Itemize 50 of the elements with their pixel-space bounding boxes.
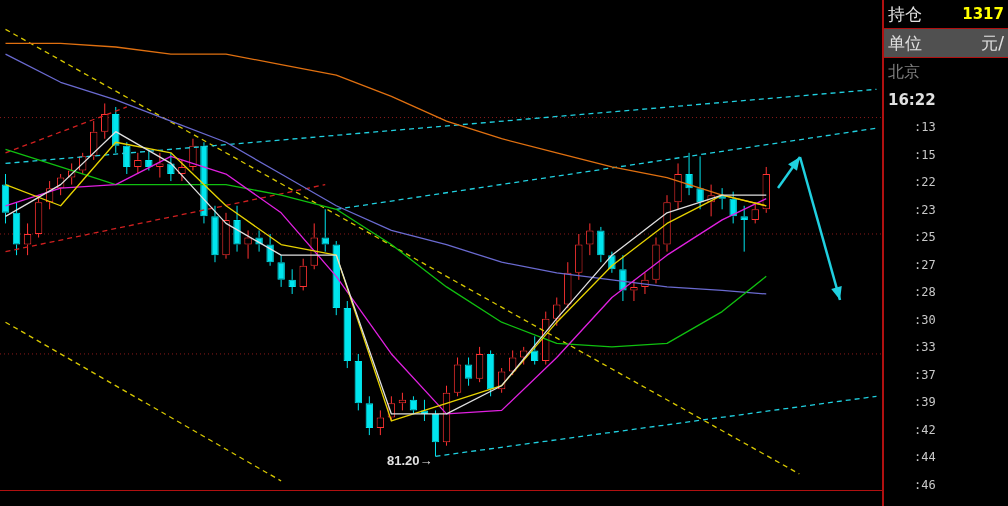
candlestick	[233, 205, 241, 253]
candlestick	[576, 233, 582, 281]
text: :37	[913, 366, 937, 384]
candlestick	[343, 300, 352, 369]
text: :39	[913, 394, 937, 411]
text: :28	[913, 284, 937, 301]
candlestick	[288, 268, 296, 295]
candlestick	[475, 346, 484, 383]
text: :44	[913, 449, 937, 466]
text: 单位	[888, 31, 922, 55]
candlestick	[365, 395, 374, 436]
candlestick	[189, 138, 197, 171]
text: :33	[913, 339, 937, 356]
text: :13	[913, 119, 937, 136]
candlestick	[156, 152, 164, 179]
text: :27	[913, 256, 937, 274]
text: 元/	[981, 31, 1004, 55]
candlestick	[211, 205, 219, 263]
candlestick	[685, 152, 693, 196]
candlestick	[431, 409, 440, 457]
candlestick	[12, 201, 21, 256]
text: :25	[913, 229, 937, 246]
text: :46	[913, 476, 937, 494]
candlestick	[101, 102, 109, 140]
candlestick	[587, 222, 593, 256]
text: :23	[913, 201, 937, 219]
text: 16:22	[887, 90, 937, 111]
text: :30	[913, 311, 937, 329]
candlestick	[200, 141, 208, 224]
candlestick	[354, 353, 363, 411]
candlestick	[597, 226, 605, 263]
text: 北京	[887, 60, 921, 83]
candlestick	[277, 254, 285, 288]
candlestick	[123, 141, 131, 175]
candlestick	[664, 194, 670, 253]
text: 持仓	[888, 2, 922, 26]
candlestick	[464, 356, 473, 387]
candlestick	[740, 205, 748, 253]
candlestick	[167, 152, 175, 182]
candlestick	[222, 212, 230, 260]
text: :15	[913, 146, 937, 164]
candlestick	[299, 258, 307, 291]
candlestick	[674, 162, 682, 210]
annotation: 81.20→	[386, 452, 433, 468]
text: :22	[913, 174, 937, 191]
candlestick	[453, 356, 462, 397]
candlestick	[696, 155, 704, 210]
candlestick	[653, 237, 659, 284]
text: 1317	[962, 5, 1004, 23]
text: :42	[913, 421, 937, 439]
